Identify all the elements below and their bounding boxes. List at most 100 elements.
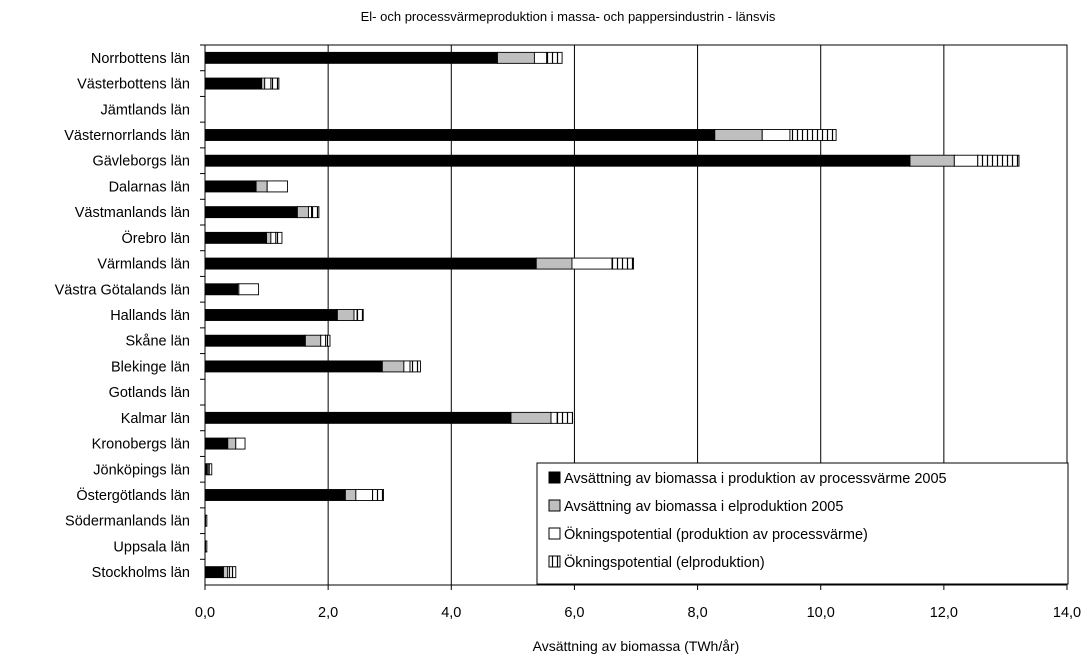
bar-segment bbox=[325, 334, 331, 347]
category-label: Blekinge län bbox=[111, 359, 190, 375]
legend-swatch bbox=[548, 555, 561, 568]
legend-label: Avsättning av biomassa i produktion av p… bbox=[564, 471, 947, 487]
bar-segment bbox=[550, 411, 558, 424]
category-label: Uppsala län bbox=[113, 539, 190, 555]
bar-segment bbox=[266, 180, 288, 193]
bar-segment bbox=[497, 51, 535, 64]
bar-segment bbox=[238, 283, 260, 296]
bar-segment bbox=[264, 77, 272, 90]
category-label: Jämtlands län bbox=[101, 102, 190, 118]
x-tick-label: 8,0 bbox=[687, 605, 707, 621]
x-tick-label: 12,0 bbox=[930, 605, 958, 621]
bar-segment bbox=[204, 566, 224, 579]
bars bbox=[204, 51, 1020, 579]
bar-segment bbox=[611, 257, 634, 270]
bar-segment bbox=[546, 51, 563, 64]
x-tick-label: 0,0 bbox=[195, 605, 215, 621]
legend-label: Ökningspotential (elproduktion) bbox=[564, 553, 765, 571]
bar-segment bbox=[356, 309, 364, 321]
bar-segment bbox=[909, 154, 955, 167]
bar-segment bbox=[714, 129, 763, 141]
category-labels: Norrbottens län Västerbottens län Jämtland… bbox=[55, 44, 205, 581]
category-label: Västmanlands län bbox=[75, 205, 190, 221]
legend-swatch bbox=[548, 527, 561, 540]
chart-title: El- och processvärmeproduktion i massa- … bbox=[361, 9, 776, 24]
bar-segment bbox=[336, 309, 355, 321]
bar-segment bbox=[208, 463, 213, 476]
bar-segment bbox=[227, 437, 237, 450]
bar-segment bbox=[510, 411, 552, 424]
bar-segment bbox=[355, 489, 373, 501]
category-label: Värmlands län bbox=[97, 257, 190, 273]
bar-segment bbox=[353, 309, 358, 321]
x-tick-label: 14,0 bbox=[1053, 605, 1081, 621]
x-tick-labels: 0,0 2,0 4,0 6,0 8,0 10,0 12,0 14,0 bbox=[195, 585, 1081, 621]
category-label: Kronobergs län bbox=[92, 437, 190, 453]
legend-label: Avsättning av biomassa i elproduktion 20… bbox=[564, 499, 843, 515]
bar-segment bbox=[296, 206, 309, 219]
bar-segment bbox=[204, 309, 338, 321]
bar-segment bbox=[320, 334, 327, 347]
bar-segment bbox=[270, 77, 280, 90]
bar-segment bbox=[255, 180, 268, 193]
category-label: Västerbottens län bbox=[77, 77, 190, 93]
bar-segment bbox=[204, 411, 512, 424]
category-label: Kalmar län bbox=[121, 411, 190, 427]
bar-segment bbox=[205, 514, 208, 527]
bar-segment bbox=[204, 257, 537, 270]
bar-segment bbox=[311, 206, 320, 219]
x-tick-label: 2,0 bbox=[318, 605, 338, 621]
legend: Avsättning av biomassa i produktion av p… bbox=[536, 462, 1069, 585]
x-tick-label: 4,0 bbox=[441, 605, 461, 621]
bar-segment bbox=[372, 489, 385, 501]
bar-segment bbox=[204, 334, 306, 347]
category-label: Örebro län bbox=[121, 229, 190, 247]
bar-segment bbox=[204, 129, 716, 141]
x-axis-label: Avsättning av biomassa (TWh/år) bbox=[533, 638, 740, 654]
bar-segment bbox=[204, 206, 298, 219]
category-label: Skåne län bbox=[126, 334, 191, 350]
bar-segment bbox=[204, 489, 346, 501]
bar-segment bbox=[204, 154, 911, 167]
x-tick-label: 6,0 bbox=[564, 605, 584, 621]
legend-label: Ökningspotential (produktion av processv… bbox=[564, 525, 868, 543]
bar-segment bbox=[953, 154, 979, 167]
bar-segment bbox=[205, 540, 208, 553]
category-label: Västernorrlands län bbox=[64, 128, 190, 144]
bar-segment bbox=[270, 231, 277, 244]
bar-segment bbox=[304, 334, 322, 347]
legend-swatch bbox=[548, 499, 561, 512]
bar-segment bbox=[204, 180, 257, 193]
bar-segment bbox=[307, 206, 312, 219]
bar-segment bbox=[789, 129, 837, 141]
bar-segment bbox=[571, 257, 613, 270]
bar-segment bbox=[229, 566, 237, 579]
bar-segment bbox=[977, 154, 1020, 167]
category-label: Gotlands län bbox=[109, 385, 190, 401]
bar-segment bbox=[261, 77, 266, 90]
bar-segment bbox=[266, 231, 272, 244]
category-label: Södermanlands län bbox=[65, 514, 190, 530]
bar-segment bbox=[761, 129, 791, 141]
category-label: Östergötlands län bbox=[76, 486, 190, 504]
category-label: Stockholms län bbox=[92, 565, 190, 581]
bar-segment bbox=[409, 360, 421, 373]
bar-segment bbox=[275, 231, 283, 244]
bar-segment bbox=[535, 257, 573, 270]
legend-swatch bbox=[548, 471, 561, 484]
bar-segment bbox=[344, 489, 357, 501]
bar-segment bbox=[204, 231, 268, 244]
x-tick-label: 10,0 bbox=[807, 605, 835, 621]
category-label: Gävleborgs län bbox=[92, 154, 190, 170]
legend-box bbox=[536, 462, 1069, 585]
bar-segment bbox=[556, 411, 574, 424]
category-label: Dalarnas län bbox=[109, 179, 190, 195]
bar-segment bbox=[204, 283, 239, 296]
bar-segment bbox=[204, 360, 383, 373]
category-label: Hallands län bbox=[110, 308, 190, 324]
bar-segment bbox=[381, 360, 405, 373]
bar-segment bbox=[204, 77, 263, 90]
category-label: Västra Götalands län bbox=[55, 282, 190, 298]
bar-segment bbox=[223, 566, 229, 579]
